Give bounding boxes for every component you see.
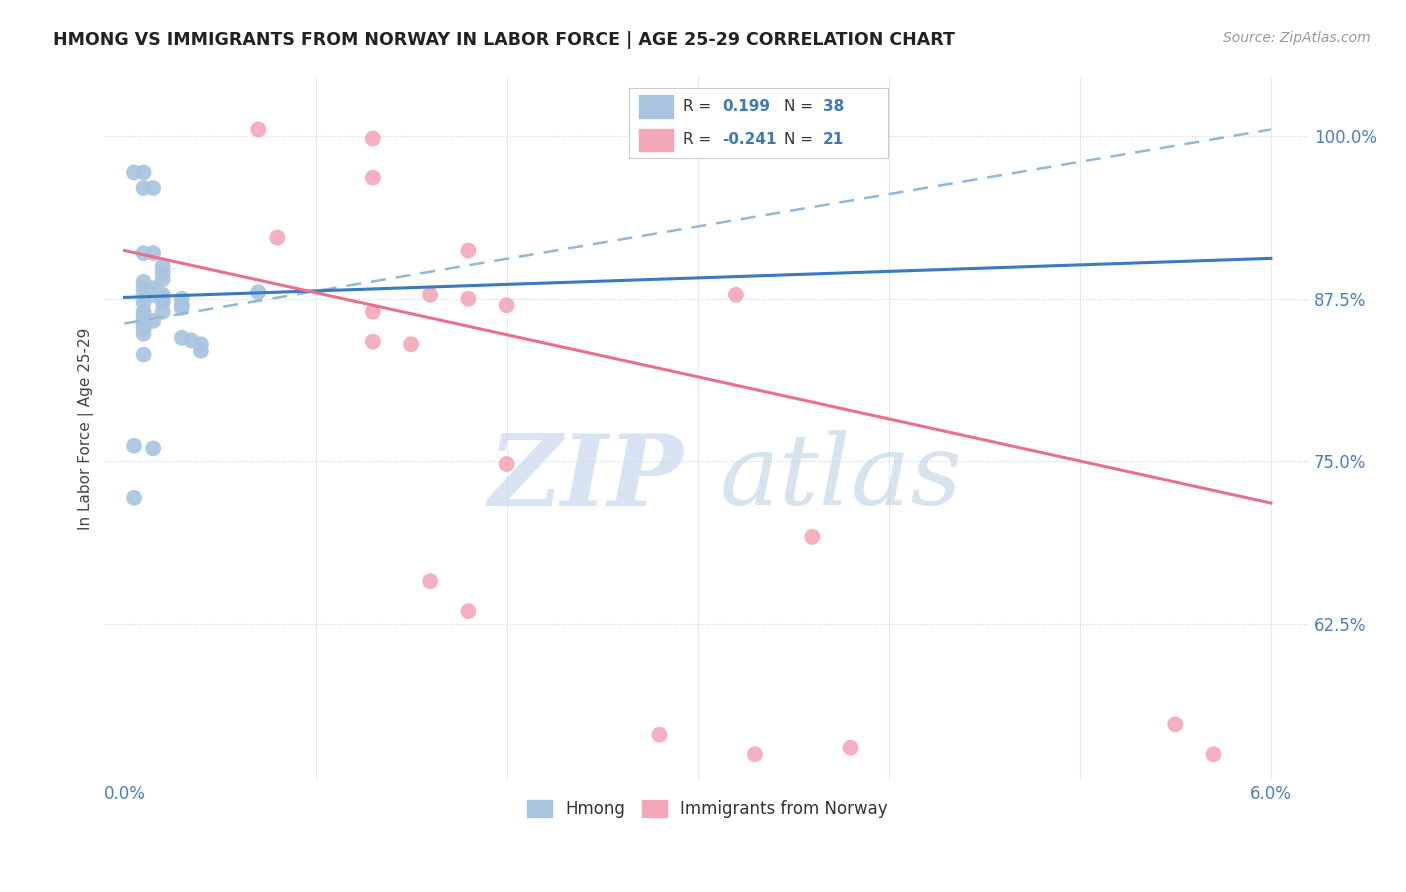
- Point: [122, 491, 145, 505]
- Point: [170, 298, 193, 312]
- Point: [457, 604, 479, 618]
- Point: [361, 131, 384, 145]
- Point: [724, 288, 747, 302]
- Point: [132, 309, 155, 323]
- Point: [1202, 747, 1225, 762]
- Text: Source: ZipAtlas.com: Source: ZipAtlas.com: [1223, 31, 1371, 45]
- Point: [132, 321, 155, 335]
- Point: [152, 292, 174, 306]
- Point: [457, 292, 479, 306]
- Point: [648, 728, 671, 742]
- Point: [132, 165, 155, 179]
- Point: [419, 574, 441, 589]
- Point: [190, 337, 212, 351]
- Point: [399, 337, 422, 351]
- Point: [180, 334, 202, 348]
- Point: [152, 259, 174, 273]
- Point: [122, 439, 145, 453]
- Point: [247, 122, 270, 136]
- Point: [266, 230, 288, 244]
- Point: [132, 281, 155, 295]
- Point: [361, 170, 384, 185]
- Text: ZIP: ZIP: [488, 430, 683, 526]
- Point: [457, 244, 479, 258]
- Point: [801, 530, 824, 544]
- Point: [132, 181, 155, 195]
- Point: [1164, 717, 1187, 731]
- Point: [170, 292, 193, 306]
- Point: [132, 318, 155, 332]
- Point: [132, 348, 155, 362]
- Point: [170, 301, 193, 315]
- Point: [152, 304, 174, 318]
- Point: [152, 266, 174, 280]
- Text: atlas: atlas: [720, 431, 962, 525]
- Point: [152, 288, 174, 302]
- Point: [122, 165, 145, 179]
- Point: [495, 298, 517, 312]
- Point: [744, 747, 766, 762]
- Point: [361, 334, 384, 349]
- Point: [142, 288, 165, 302]
- Point: [142, 246, 165, 260]
- Point: [419, 288, 441, 302]
- Point: [495, 457, 517, 471]
- Point: [152, 272, 174, 286]
- Point: [247, 285, 270, 300]
- Text: HMONG VS IMMIGRANTS FROM NORWAY IN LABOR FORCE | AGE 25-29 CORRELATION CHART: HMONG VS IMMIGRANTS FROM NORWAY IN LABOR…: [53, 31, 955, 49]
- Point: [142, 442, 165, 456]
- Point: [132, 288, 155, 302]
- Point: [132, 326, 155, 341]
- Point: [839, 740, 862, 755]
- Y-axis label: In Labor Force | Age 25-29: In Labor Force | Age 25-29: [79, 327, 94, 530]
- Point: [142, 314, 165, 328]
- Point: [152, 295, 174, 310]
- Point: [170, 331, 193, 345]
- Point: [142, 181, 165, 195]
- Legend: Hmong, Immigrants from Norway: Hmong, Immigrants from Norway: [520, 793, 894, 825]
- Point: [132, 314, 155, 328]
- Point: [361, 304, 384, 318]
- Point: [132, 246, 155, 260]
- Point: [142, 281, 165, 295]
- Point: [132, 304, 155, 318]
- Point: [132, 295, 155, 310]
- Point: [190, 343, 212, 358]
- Point: [132, 275, 155, 289]
